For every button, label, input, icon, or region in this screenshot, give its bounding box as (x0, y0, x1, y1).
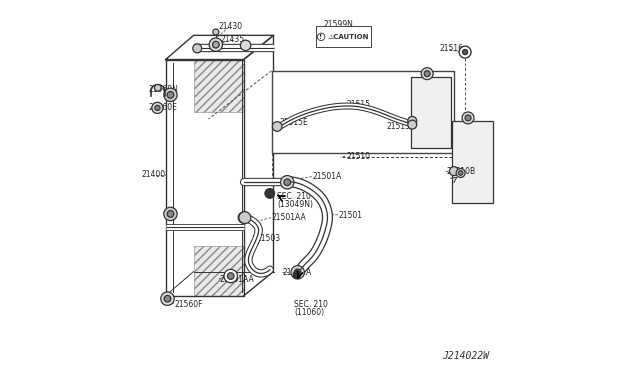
Text: (11060): (11060) (294, 308, 324, 317)
Text: 21510: 21510 (346, 152, 370, 161)
Text: ⚠CAUTION: ⚠CAUTION (328, 34, 369, 40)
Text: SEC. 210: SEC. 210 (277, 192, 311, 201)
Circle shape (294, 269, 301, 276)
Circle shape (459, 46, 471, 58)
Circle shape (212, 41, 219, 48)
Circle shape (164, 88, 177, 102)
Text: 21503: 21503 (257, 234, 281, 243)
Circle shape (449, 167, 458, 176)
Polygon shape (193, 60, 244, 112)
Circle shape (421, 68, 433, 80)
Text: 21435: 21435 (221, 35, 244, 44)
Circle shape (463, 49, 468, 55)
Circle shape (456, 169, 465, 177)
Circle shape (164, 295, 171, 302)
Text: 21501AA: 21501AA (220, 275, 254, 284)
Text: !: ! (319, 34, 323, 40)
Text: 21560N: 21560N (149, 85, 179, 94)
Text: 21400: 21400 (141, 170, 166, 179)
Circle shape (291, 266, 305, 279)
Circle shape (155, 105, 160, 110)
Circle shape (154, 84, 161, 91)
Text: 21599N: 21599N (324, 20, 353, 29)
Circle shape (265, 189, 275, 198)
Circle shape (238, 212, 250, 223)
Text: 21560E: 21560E (149, 103, 178, 112)
Text: 21501A: 21501A (283, 268, 312, 277)
Text: (13049N): (13049N) (277, 200, 313, 209)
FancyBboxPatch shape (271, 71, 454, 153)
Circle shape (465, 115, 471, 121)
Circle shape (424, 71, 430, 77)
Circle shape (408, 120, 417, 129)
Circle shape (167, 92, 174, 98)
FancyBboxPatch shape (316, 26, 371, 47)
Text: 21515E: 21515E (279, 118, 308, 127)
Circle shape (161, 292, 174, 305)
Circle shape (462, 112, 474, 124)
Text: 21560F: 21560F (175, 300, 204, 309)
Circle shape (164, 207, 177, 221)
Circle shape (227, 273, 234, 279)
Circle shape (213, 29, 219, 35)
Circle shape (284, 179, 291, 186)
Circle shape (167, 211, 174, 217)
Circle shape (408, 116, 417, 125)
FancyBboxPatch shape (452, 121, 493, 203)
Circle shape (280, 176, 294, 189)
Circle shape (317, 33, 325, 41)
Circle shape (224, 269, 237, 283)
Circle shape (193, 44, 202, 53)
Polygon shape (193, 246, 244, 296)
Text: 21501AA: 21501AA (271, 213, 307, 222)
Circle shape (239, 212, 251, 224)
Text: 21515: 21515 (346, 100, 370, 109)
Text: 21510B: 21510B (447, 167, 476, 176)
Circle shape (273, 122, 282, 131)
Circle shape (458, 171, 463, 175)
Text: 21501A: 21501A (312, 172, 342, 181)
Text: SEC. 210: SEC. 210 (294, 300, 328, 309)
Text: 21515E: 21515E (387, 122, 416, 131)
Text: 21430: 21430 (219, 22, 243, 31)
Circle shape (241, 40, 251, 51)
FancyBboxPatch shape (411, 77, 451, 148)
Circle shape (152, 102, 163, 113)
Text: 21501: 21501 (339, 211, 363, 220)
Text: 21516: 21516 (439, 44, 463, 53)
Text: J214022W: J214022W (442, 351, 489, 361)
Circle shape (209, 38, 223, 51)
Circle shape (293, 271, 301, 278)
